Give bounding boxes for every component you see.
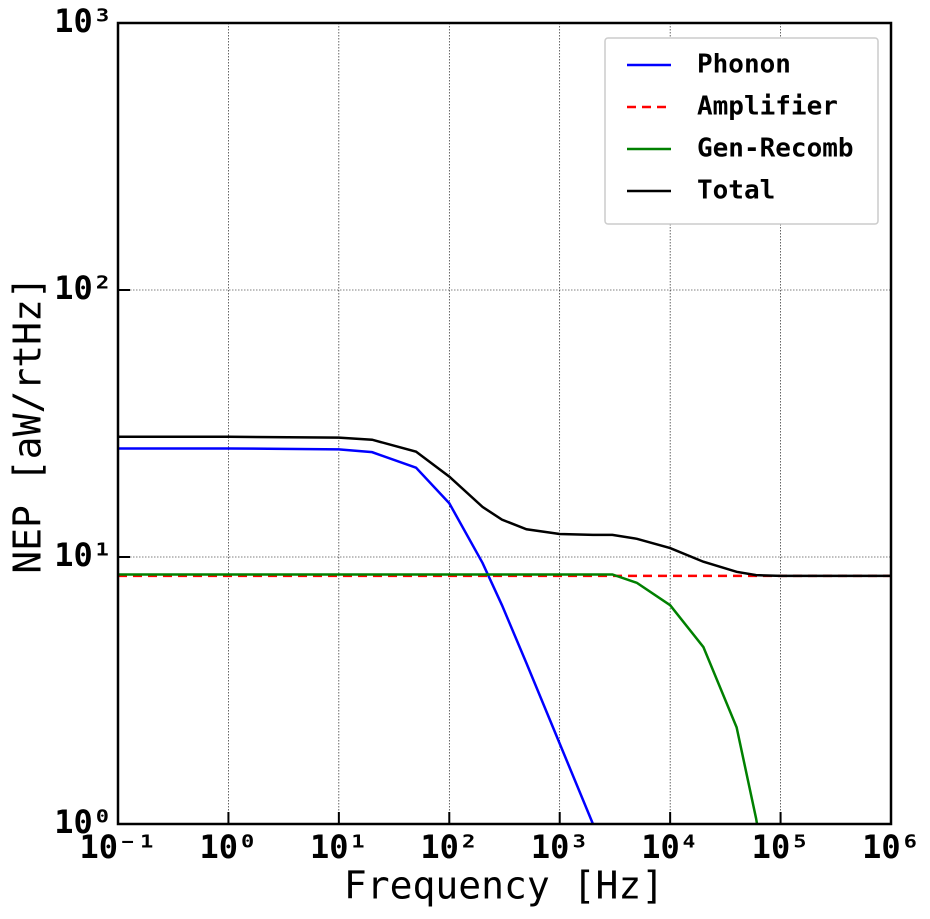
- x-tick-label: 10³: [531, 828, 589, 866]
- y-tick-label: 10³: [54, 2, 112, 40]
- x-tick-label: 10⁰: [200, 828, 258, 866]
- legend-box: [604, 37, 879, 225]
- y-axis-label: NEP [aW/rtHz]: [6, 276, 50, 573]
- y-tick-label: 10¹: [54, 536, 112, 574]
- legend-label: Total: [697, 176, 775, 206]
- series-line: [118, 573, 759, 824]
- y-tick-label: 10⁰: [54, 803, 112, 841]
- plot-frame: [116, 21, 893, 826]
- x-tick-label: 10⁻¹: [79, 828, 156, 866]
- x-tick-label: 10¹: [310, 828, 368, 866]
- legend-label: Amplifier: [697, 92, 838, 122]
- x-tick-label: 10⁵: [752, 828, 810, 866]
- x-tick-label: 10⁴: [641, 828, 699, 866]
- legend-label: Gen-Recomb: [697, 134, 854, 164]
- series-line: [118, 447, 595, 824]
- y-tick-label: 10²: [54, 269, 112, 307]
- x-axis-label: Frequency [Hz]: [344, 864, 664, 908]
- plot-area: [118, 435, 891, 824]
- legend-label: Phonon: [697, 50, 791, 80]
- series-line: [118, 435, 891, 578]
- x-tick-label: 10²: [420, 828, 478, 866]
- x-tick-label: 10⁶: [862, 828, 920, 866]
